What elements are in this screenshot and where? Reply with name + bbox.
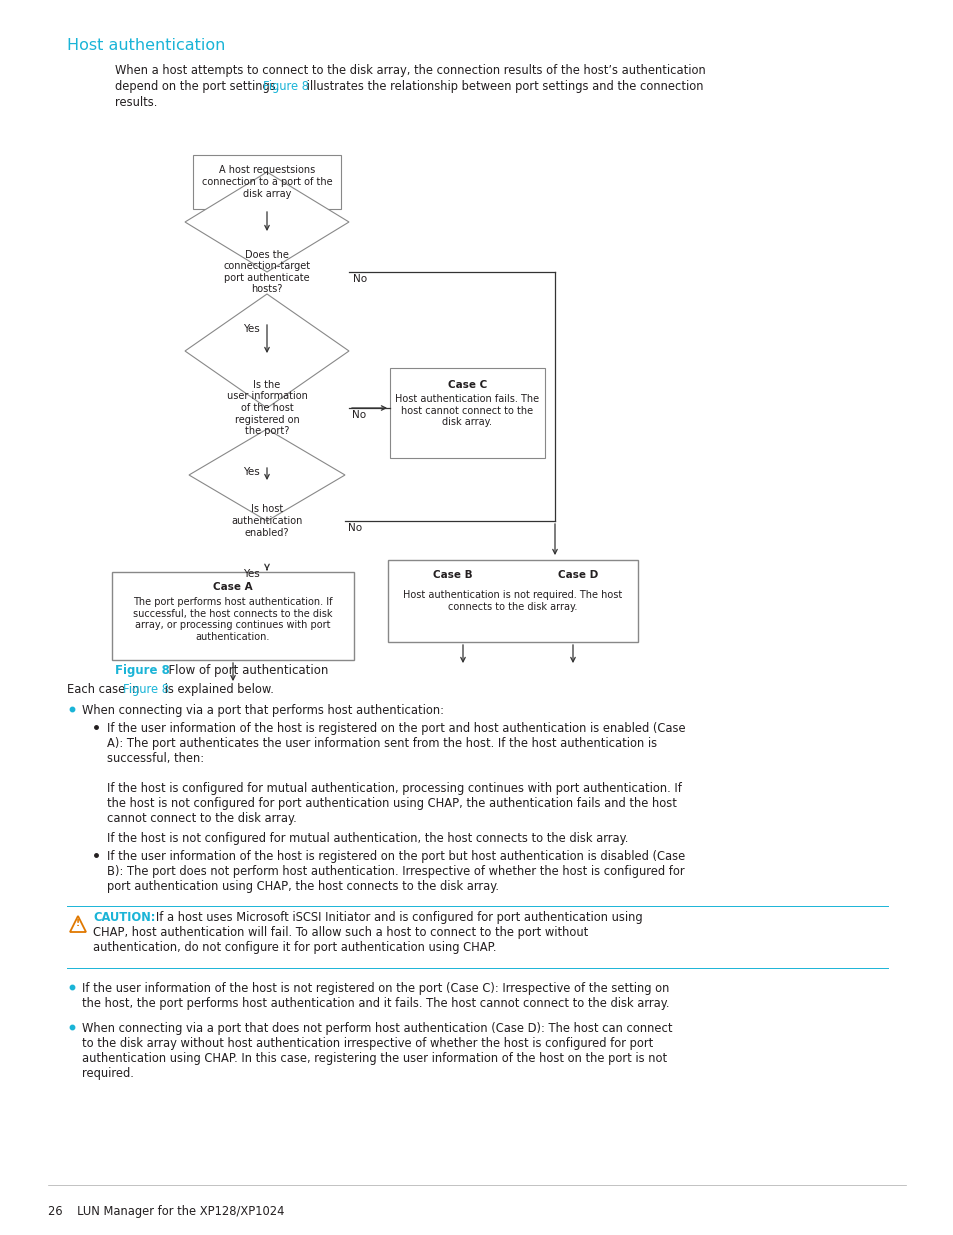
Text: If the user information of the host is not registered on the port (Case C): Irre: If the user information of the host is n… bbox=[82, 982, 669, 1010]
Text: CAUTION:: CAUTION: bbox=[92, 911, 155, 924]
Text: Is the
user information
of the host
registered on
the port?: Is the user information of the host regi… bbox=[226, 380, 307, 436]
Text: depend on the port settings.: depend on the port settings. bbox=[115, 80, 283, 93]
Text: Figure 8: Figure 8 bbox=[123, 683, 169, 697]
Text: When connecting via a port that does not perform host authentication (Case D): T: When connecting via a port that does not… bbox=[82, 1023, 672, 1079]
Text: Yes: Yes bbox=[243, 467, 259, 477]
Text: If the host is configured for mutual authentication, processing continues with p: If the host is configured for mutual aut… bbox=[107, 782, 681, 825]
Text: Host authentication: Host authentication bbox=[67, 38, 225, 53]
Polygon shape bbox=[185, 172, 349, 272]
Text: results.: results. bbox=[115, 96, 157, 109]
Text: Figure 8: Figure 8 bbox=[115, 664, 170, 677]
Polygon shape bbox=[189, 429, 345, 521]
Text: The port performs host authentication. If
successful, the host connects to the d: The port performs host authentication. I… bbox=[133, 597, 333, 642]
Text: If a host uses Microsoft iSCSI Initiator and is configured for port authenticati: If a host uses Microsoft iSCSI Initiator… bbox=[145, 911, 642, 924]
Text: !: ! bbox=[76, 920, 80, 929]
Text: Flow of port authentication: Flow of port authentication bbox=[161, 664, 328, 677]
Text: Does the
connection-target
port authenticate
hosts?: Does the connection-target port authenti… bbox=[223, 249, 311, 294]
Text: Figure 8: Figure 8 bbox=[263, 80, 309, 93]
Text: A host requestsions
connection to a port of the
disk array: A host requestsions connection to a port… bbox=[201, 165, 332, 199]
Text: Yes: Yes bbox=[243, 569, 259, 579]
Text: No: No bbox=[352, 410, 366, 420]
Text: Case B: Case B bbox=[433, 571, 473, 580]
Text: Each case in: Each case in bbox=[67, 683, 143, 697]
Polygon shape bbox=[185, 294, 349, 408]
Text: No: No bbox=[348, 522, 362, 534]
Text: No: No bbox=[353, 274, 367, 284]
Text: Host authentication is not required. The host
connects to the disk array.: Host authentication is not required. The… bbox=[403, 590, 622, 611]
Text: Host authentication fails. The
host cannot connect to the
disk array.: Host authentication fails. The host cann… bbox=[395, 394, 539, 427]
Text: is explained below.: is explained below. bbox=[161, 683, 274, 697]
Text: If the user information of the host is registered on the port and host authentic: If the user information of the host is r… bbox=[107, 722, 685, 764]
Text: When connecting via a port that performs host authentication:: When connecting via a port that performs… bbox=[82, 704, 443, 718]
Text: Case D: Case D bbox=[558, 571, 598, 580]
Text: Case A: Case A bbox=[213, 582, 253, 592]
Bar bbox=[193, 156, 340, 209]
Bar bbox=[390, 368, 544, 458]
Text: authentication, do not configure it for port authentication using CHAP.: authentication, do not configure it for … bbox=[92, 941, 496, 953]
Text: CHAP, host authentication will fail. To allow such a host to connect to the port: CHAP, host authentication will fail. To … bbox=[92, 926, 588, 939]
Text: Case C: Case C bbox=[447, 380, 487, 390]
Bar bbox=[112, 572, 354, 659]
Text: Is host
authentication
enabled?: Is host authentication enabled? bbox=[231, 504, 302, 537]
Text: If the user information of the host is registered on the port but host authentic: If the user information of the host is r… bbox=[107, 850, 684, 893]
Text: Yes: Yes bbox=[243, 324, 259, 333]
Text: illustrates the relationship between port settings and the connection: illustrates the relationship between por… bbox=[303, 80, 702, 93]
Text: When a host attempts to connect to the disk array, the connection results of the: When a host attempts to connect to the d… bbox=[115, 64, 705, 77]
Text: If the host is not configured for mutual authentication, the host connects to th: If the host is not configured for mutual… bbox=[107, 832, 628, 845]
Text: 26    LUN Manager for the XP128/XP1024: 26 LUN Manager for the XP128/XP1024 bbox=[48, 1205, 284, 1218]
Bar bbox=[388, 559, 638, 642]
